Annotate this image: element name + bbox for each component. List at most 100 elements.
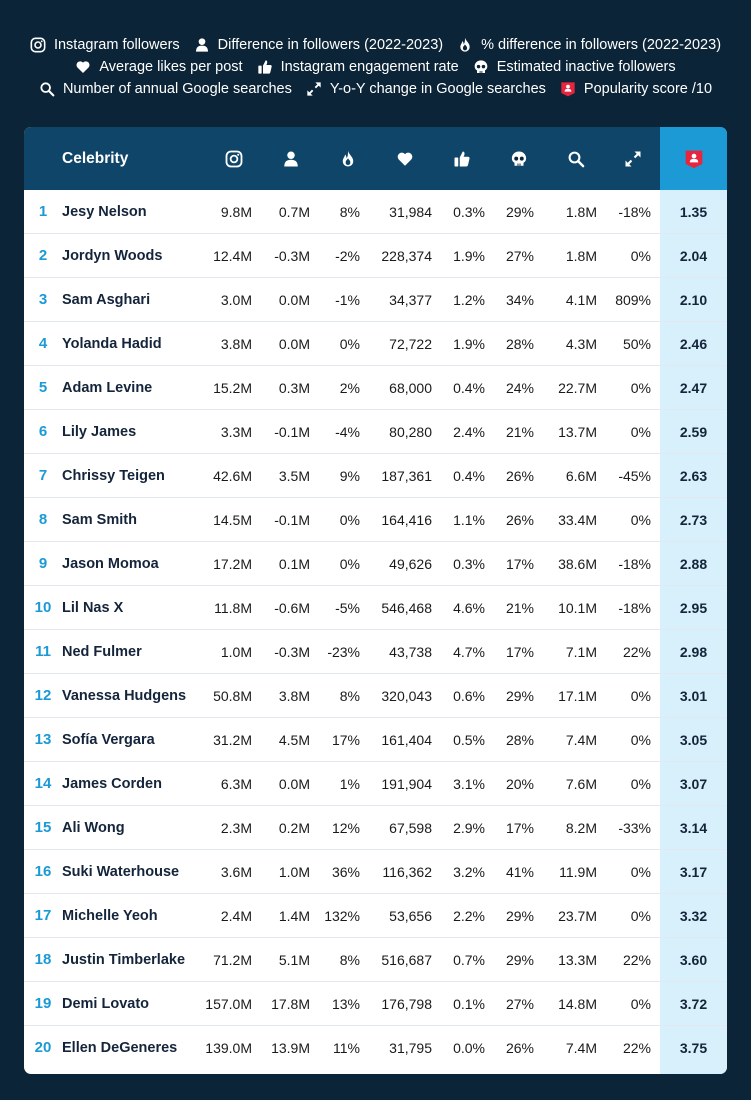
searches-cell: 6.6M	[565, 468, 597, 484]
yoy-cell: 0%	[630, 908, 651, 924]
likes-cell: 320,043	[381, 688, 432, 704]
inactive-cell: 21%	[505, 600, 534, 616]
legend-item: Average likes per post	[75, 59, 243, 75]
followers-cell: 31.2M	[213, 732, 252, 748]
rank-cell: 7	[38, 467, 48, 484]
yoy-cell: 50%	[622, 336, 651, 352]
popularity-score-cell: 2.88	[679, 556, 708, 572]
engagement-cell: 0.6%	[453, 688, 485, 704]
engagement-cell: 2.2%	[453, 908, 485, 924]
pct-cell: 36%	[331, 864, 360, 880]
followers-cell: 1.0M	[220, 644, 252, 660]
flame-icon	[457, 37, 481, 53]
legend-label: Y-o-Y change in Google searches	[329, 81, 546, 97]
inactive-cell: 20%	[505, 776, 534, 792]
celebrity-name-cell: Sam Asghari	[62, 292, 151, 308]
diff-cell: 0.0M	[278, 336, 310, 352]
pct-cell: 2%	[339, 380, 360, 396]
legend-item: % difference in followers (2022-2023)	[457, 37, 721, 53]
table-body: 1 Jesy Nelson 9.8M 0.7M 8% 31,984 0.3% 29% 1.8M -…	[24, 190, 727, 1070]
engagement-cell: 0.5%	[453, 732, 485, 748]
celebrity-name-cell: Justin Timberlake	[62, 952, 186, 968]
legend-label: Number of annual Google searches	[62, 81, 292, 97]
inactive-cell: 28%	[505, 336, 534, 352]
rank-cell: 5	[38, 379, 48, 396]
yoy-cell: 0%	[630, 864, 651, 880]
engagement-cell: 2.9%	[453, 820, 485, 836]
legend-label: Instagram engagement rate	[280, 59, 459, 75]
yoy-cell: 0%	[630, 732, 651, 748]
searches-cell: 4.1M	[565, 292, 597, 308]
engagement-cell: 1.1%	[453, 512, 485, 528]
diff-cell: 0.0M	[278, 776, 310, 792]
popularity-score-cell: 2.98	[679, 644, 708, 660]
searches-cell: 23.7M	[558, 908, 597, 924]
legend-row: Instagram followers Difference in followe…	[0, 34, 751, 56]
searches-cell: 7.6M	[565, 776, 597, 792]
table-row: 19 Demi Lovato 157.0M 17.8M 13% 176,798 0.1% 27…	[24, 982, 727, 1026]
legend-item: Instagram engagement rate	[257, 59, 459, 75]
rank-cell: 20	[34, 1039, 52, 1056]
rank-cell: 19	[34, 995, 52, 1012]
table-row: 9 Jason Momoa 17.2M 0.1M 0% 49,626 0.3% 17% 38.6…	[24, 542, 727, 586]
popularity-score-cell: 3.17	[679, 864, 708, 880]
table-row: 5 Adam Levine 15.2M 0.3M 2% 68,000 0.4% 24% 22.7…	[24, 366, 727, 410]
searches-cell: 8.2M	[565, 820, 597, 836]
inactive-cell: 28%	[505, 732, 534, 748]
legend-item: Instagram followers	[30, 37, 180, 53]
engagement-cell: 1.2%	[453, 292, 485, 308]
likes-cell: 43,738	[389, 644, 432, 660]
rank-cell: 10	[34, 599, 52, 616]
likes-cell: 161,404	[381, 732, 432, 748]
followers-cell: 2.3M	[220, 820, 252, 836]
popularity-score-cell: 3.75	[679, 1040, 708, 1056]
diff-cell: 0.2M	[278, 820, 310, 836]
pct-cell: -4%	[335, 424, 360, 440]
engagement-cell: 0.3%	[453, 204, 485, 220]
rank-cell: 2	[38, 247, 48, 264]
diff-cell: 3.5M	[278, 468, 310, 484]
yoy-cell: 0%	[630, 512, 651, 528]
yoy-cell: 0%	[630, 776, 651, 792]
followers-cell: 3.6M	[220, 864, 252, 880]
inactive-cell: 34%	[505, 292, 534, 308]
table-row: 7 Chrissy Teigen 42.6M 3.5M 9% 187,361 0.4% 26%…	[24, 454, 727, 498]
likes-cell: 546,468	[381, 600, 432, 616]
engagement-cell: 1.9%	[453, 248, 485, 264]
legend-item: Difference in followers (2022-2023)	[194, 37, 443, 53]
pct-cell: 8%	[339, 952, 360, 968]
diff-cell: 0.1M	[278, 556, 310, 572]
followers-cell: 15.2M	[213, 380, 252, 396]
table-row: 20 Ellen DeGeneres 139.0M 13.9M 11% 31,795 0.0…	[24, 1026, 727, 1070]
popularity-score-cell: 2.59	[679, 424, 708, 440]
inactive-cell: 29%	[505, 952, 534, 968]
likes-cell: 72,722	[389, 336, 432, 352]
ranking-table: Celebrity 1 Jesy Nelson 9.8M 0.7M 8% 31,984 0.…	[24, 127, 727, 1074]
legend-item: Y-o-Y change in Google searches	[306, 81, 546, 97]
expand-arrows-icon	[613, 127, 653, 190]
yoy-cell: -45%	[618, 468, 651, 484]
inactive-cell: 41%	[505, 864, 534, 880]
pct-cell: 8%	[339, 204, 360, 220]
popularity-score-cell: 3.72	[679, 996, 708, 1012]
inactive-cell: 29%	[505, 908, 534, 924]
searches-cell: 7.4M	[565, 732, 597, 748]
table-row: 18 Justin Timberlake 71.2M 5.1M 8% 516,687 0.7…	[24, 938, 727, 982]
likes-cell: 67,598	[389, 820, 432, 836]
diff-cell: -0.3M	[274, 644, 310, 660]
legend-item: Number of annual Google searches	[39, 81, 292, 97]
followers-cell: 3.0M	[220, 292, 252, 308]
likes-cell: 80,280	[389, 424, 432, 440]
inactive-cell: 17%	[505, 820, 534, 836]
search-icon	[39, 81, 63, 97]
table-row: 8 Sam Smith 14.5M -0.1M 0% 164,416 1.1% 26% 33.4…	[24, 498, 727, 542]
popularity-score-cell: 2.95	[679, 600, 708, 616]
rank-cell: 3	[38, 291, 48, 308]
searches-cell: 17.1M	[558, 688, 597, 704]
pct-cell: 0%	[339, 336, 360, 352]
inactive-cell: 17%	[505, 644, 534, 660]
yoy-cell: 809%	[615, 292, 651, 308]
likes-cell: 187,361	[381, 468, 432, 484]
instagram-icon	[30, 37, 54, 53]
table-row: 1 Jesy Nelson 9.8M 0.7M 8% 31,984 0.3% 29% 1.8M -…	[24, 190, 727, 234]
